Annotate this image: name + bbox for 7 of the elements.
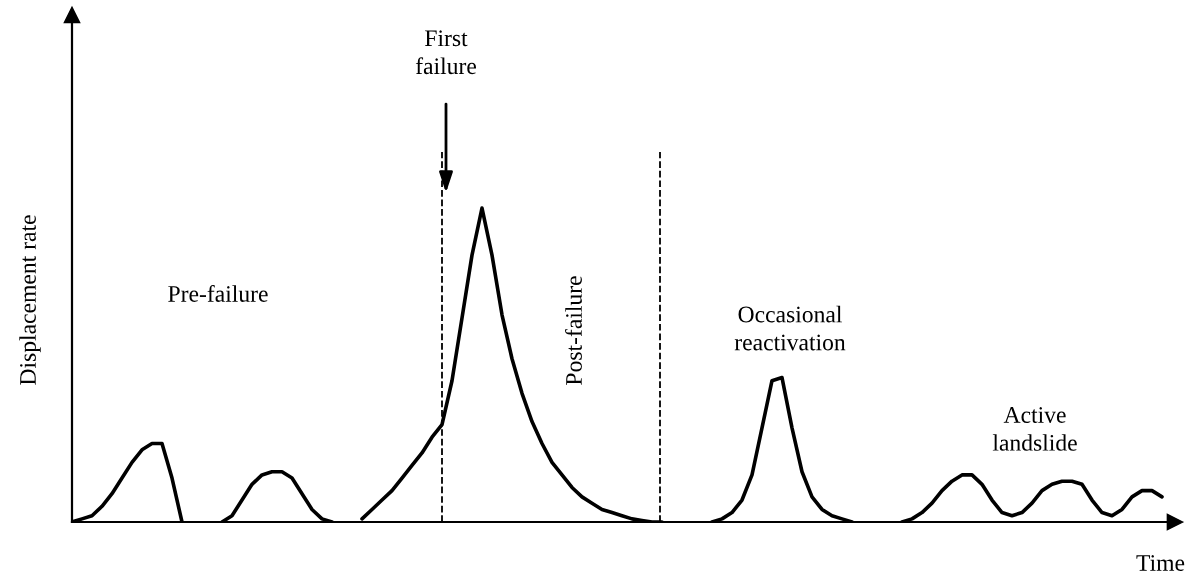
annotation: Post-failure (565, 276, 582, 385)
annotation: Pre-failure (168, 285, 268, 302)
x-axis-title: Time (1136, 555, 1185, 571)
y-axis-title: Displacement rate (19, 215, 41, 385)
annotation: Active landslide (992, 407, 1077, 451)
annotation: Occasional reactivation (734, 305, 846, 351)
text: First failure (415, 30, 476, 75)
